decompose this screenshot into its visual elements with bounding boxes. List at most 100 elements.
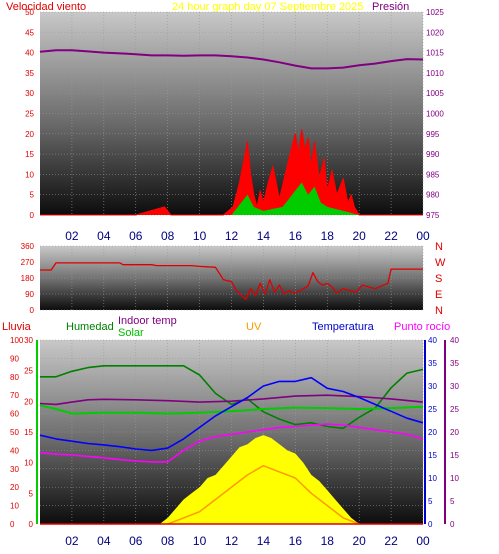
compass-e: E [435,289,442,301]
weather-x-tick-label: 08 [161,534,175,548]
wind-y-tick-label: 25 [25,110,34,119]
weather-x-tick-label: 12 [225,534,239,548]
uv-y-tick-label: 20 [24,397,33,406]
wind-y-tick-label: 20 [25,130,34,139]
humidity-y-tick-label: 50 [10,428,19,437]
temp-y-tick-label: 10 [428,474,437,483]
wind-y-tick-label: 0 [30,211,35,220]
pressure-y-tick-label: 995 [426,130,440,139]
temp-y-tick-label: 0 [428,520,433,529]
weather-x-tick-label: 14 [257,534,271,548]
pressure-y-tick-label: 1005 [426,89,444,98]
uv-index-line [167,464,360,525]
compass-n-top: N [435,241,443,253]
wind-speed-line [40,129,423,216]
wind-y-tick-label: 5 [30,191,35,200]
compass-w: W [435,257,446,269]
pressure-y-tick-label: 1025 [426,8,444,17]
wind-x-tick-label: 10 [193,229,207,243]
humidity-y-tick-label: 30 [10,465,19,474]
temp-y-tick-label: 15 [428,451,437,460]
humidity-y-tick-label: 20 [10,483,19,492]
wind-x-tick-label: 20 [352,229,366,243]
humidity-y-tick-label: 60 [10,410,19,419]
dew-y-tick-label: 35 [450,359,459,368]
weather-x-tick-label: 04 [97,534,111,548]
wind-x-tick-label: 02 [65,229,79,243]
compass-n-bottom: N [435,305,443,317]
temp-y-tick-label: 20 [428,428,437,437]
humidity-label: Humedad [66,321,114,333]
dir-y-tick-label: 90 [25,290,34,299]
wind-x-tick-label: 14 [257,229,271,243]
solar-line [39,404,424,415]
dir-y-tick-label: 180 [21,274,35,283]
temp-y-tick-label: 30 [428,382,437,391]
uv-label: UV [246,321,262,333]
dew-y-tick-label: 25 [450,405,459,414]
wind-x-tick-label: 06 [129,229,143,243]
pressure-y-tick-label: 975 [426,211,440,220]
uv-y-tick-label: 25 [24,367,33,376]
wind-y-tick-label: 35 [25,69,34,78]
humidity-axis-bar [36,340,38,524]
dew-point-line [39,423,424,463]
compass-s: S [435,273,442,285]
wind-y-tick-label: 30 [25,89,34,98]
weather-x-tick-label: 06 [129,534,143,548]
pressure-y-tick-label: 1010 [426,69,444,78]
wind-y-tick-label: 45 [25,28,34,37]
humidity-y-tick-label: 10 [10,502,19,511]
temp-y-tick-label: 5 [428,497,433,506]
rain-label: Lluvia [2,321,32,333]
temperature-label: Temperatura [312,321,375,333]
humidity-y-tick-label: 70 [10,391,19,400]
pressure-y-tick-label: 1000 [426,110,444,119]
pressure-y-tick-label: 1015 [426,49,444,58]
dew-y-tick-label: 30 [450,382,459,391]
dew-y-tick-label: 10 [450,474,459,483]
humidity-y-tick-label: 40 [10,446,19,455]
wind-x-tick-label: 04 [97,229,111,243]
dew-y-tick-label: 0 [450,520,455,529]
dir-y-tick-label: 360 [21,242,35,251]
temp-y-tick-label: 35 [428,359,437,368]
wind-y-tick-label: 10 [25,170,34,179]
dew-y-tick-label: 5 [450,497,455,506]
weather-x-tick-label: 10 [193,534,207,548]
wind-x-tick-label: 00 [416,229,430,243]
pressure-line [39,49,424,70]
uv-y-tick-label: 0 [29,520,34,529]
temp-y-tick-label: 40 [428,336,437,345]
wind-x-tick-label: 18 [321,229,335,243]
indoor-temp-line [39,394,424,406]
wind-title: Velocidad viento [6,1,86,13]
temp-axis-bar [424,340,426,524]
weather-x-tick-label: 02 [65,534,79,548]
wind-y-tick-label: 40 [25,49,34,58]
dir-y-tick-label: 0 [30,306,35,315]
humidity-y-tick-label: 80 [10,373,19,382]
graph-title: 24 hour graph day 07 Septiembre 2025 [172,1,363,13]
wind-y-tick-label: 50 [25,8,34,17]
humidity-y-tick-label: 100 [10,336,24,345]
wind-speed-area [40,129,423,215]
wind-direction-line [40,262,423,300]
dew-y-tick-label: 15 [450,451,459,460]
indoor-temp-label: Indoor temp [118,315,177,327]
weather-x-tick-label: 18 [321,534,335,548]
dew-y-tick-label: 40 [450,336,459,345]
wind-green-area [40,182,423,215]
pressure-y-tick-label: 980 [426,191,440,200]
pressure-y-tick-label: 985 [426,170,440,179]
temperature-line [39,376,424,452]
humidity-y-tick-label: 0 [10,520,15,529]
wind-x-tick-label: 08 [161,229,175,243]
wind-x-tick-label: 16 [289,229,303,243]
dew-axis-bar [444,340,446,524]
wind-x-tick-label: 12 [225,229,239,243]
humidity-line [40,364,424,430]
uv-y-tick-label: 15 [24,428,33,437]
uv-y-tick-label: 30 [24,336,33,345]
temp-y-tick-label: 25 [428,405,437,414]
